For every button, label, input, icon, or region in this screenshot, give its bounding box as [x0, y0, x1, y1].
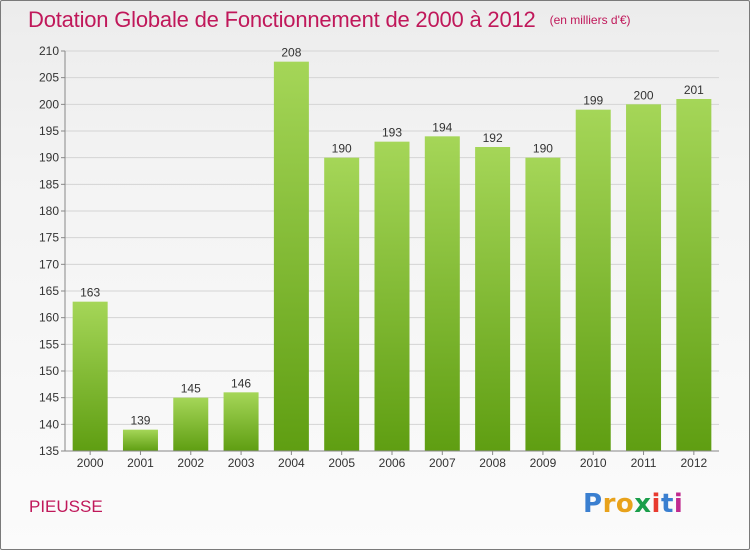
bar-value-label: 190: [332, 142, 352, 156]
bar-value-label: 146: [231, 376, 251, 390]
y-tick-label: 205: [39, 71, 59, 85]
bar-value-label: 208: [281, 46, 301, 60]
x-tick-label: 2000: [77, 456, 104, 470]
y-tick-label: 185: [39, 177, 59, 191]
x-tick-label: 2010: [580, 456, 607, 470]
bar-value-label: 201: [684, 83, 704, 97]
bar: [575, 109, 611, 452]
bar-value-label: 199: [583, 94, 603, 108]
logo-letter: r: [602, 489, 616, 519]
bar: [223, 392, 259, 451]
y-tick-label: 200: [39, 97, 59, 111]
bar-value-label: 193: [382, 126, 402, 140]
chart-title-main: Dotation Globale de Fonctionnement de 20…: [28, 7, 536, 32]
bar: [676, 99, 712, 451]
y-tick-label: 150: [39, 364, 59, 378]
y-tick-label: 160: [39, 311, 59, 325]
bar-value-label: 194: [432, 120, 452, 134]
x-tick-label: 2009: [530, 456, 557, 470]
y-tick-label: 155: [39, 337, 59, 351]
bar-value-label: 163: [80, 286, 100, 300]
logo-letter: P: [583, 489, 603, 519]
logo-letter: i: [651, 489, 661, 519]
bar: [173, 397, 209, 451]
x-tick-label: 2012: [680, 456, 707, 470]
bar: [475, 147, 511, 451]
y-tick-label: 175: [39, 231, 59, 245]
y-tick-label: 165: [39, 284, 59, 298]
bar-value-label: 145: [181, 382, 201, 396]
y-tick-label: 140: [39, 417, 59, 431]
bar-value-label: 190: [533, 142, 553, 156]
bar-value-label: 192: [483, 131, 503, 145]
y-tick-label: 195: [39, 124, 59, 138]
bar: [525, 157, 561, 451]
y-tick-label: 180: [39, 204, 59, 218]
bar: [273, 61, 309, 452]
x-tick-label: 2002: [177, 456, 204, 470]
bar: [72, 301, 108, 451]
commune-name: PIEUSSE: [29, 497, 103, 516]
x-tick-label: 2004: [278, 456, 305, 470]
bar-value-label: 200: [634, 88, 654, 102]
x-tick-label: 2006: [379, 456, 406, 470]
bar-value-label: 139: [130, 414, 150, 428]
y-tick-label: 170: [39, 257, 59, 271]
logo-letter: x: [634, 489, 652, 519]
logo-letter: i: [673, 489, 684, 519]
x-tick-label: 2005: [328, 456, 355, 470]
bar: [626, 104, 662, 451]
chart-unit-label: (en milliers d'€): [549, 13, 631, 27]
bar: [324, 157, 360, 451]
x-tick-label: 2007: [429, 456, 456, 470]
y-tick-label: 190: [39, 151, 59, 165]
proxiti-logo: Proxiti: [583, 489, 683, 519]
y-tick-label: 135: [39, 444, 59, 458]
y-tick-label: 210: [39, 44, 59, 58]
bar: [374, 141, 410, 451]
x-tick-label: 2003: [228, 456, 255, 470]
x-tick-label: 2011: [631, 456, 657, 470]
chart-title: Dotation Globale de Fonctionnement de 20…: [28, 7, 631, 33]
y-tick-label: 145: [39, 391, 59, 405]
x-tick-label: 2001: [127, 456, 154, 470]
bar: [122, 429, 158, 451]
logo-letter: t: [660, 489, 674, 519]
x-tick-label: 2008: [479, 456, 506, 470]
bar: [424, 136, 460, 452]
logo-letter: o: [615, 489, 635, 519]
